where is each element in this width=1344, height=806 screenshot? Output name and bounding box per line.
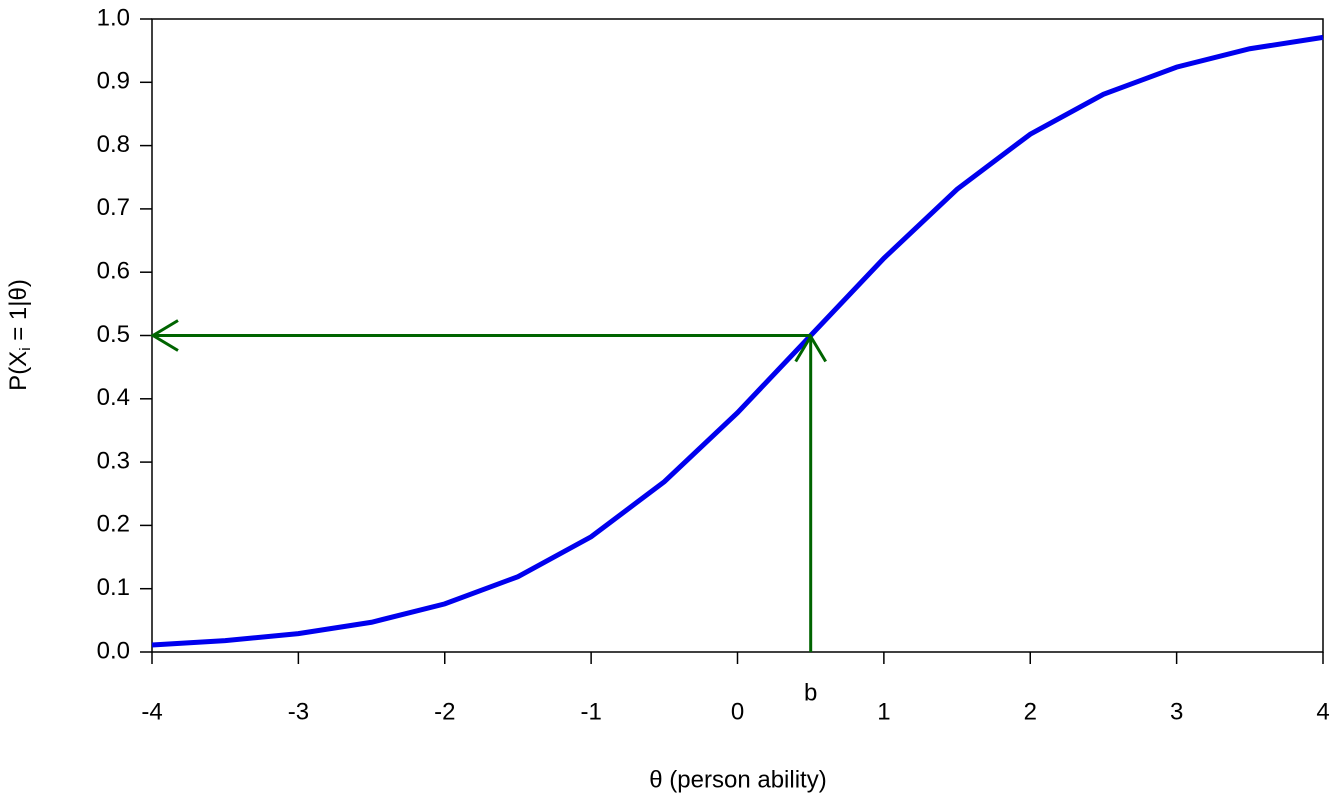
y-tick-label: 0.5 xyxy=(97,321,130,348)
y-tick-label: 0.6 xyxy=(97,258,130,285)
x-tick-label: -4 xyxy=(141,698,162,725)
y-tick-label: 0.1 xyxy=(97,574,130,601)
arrowhead-left xyxy=(150,319,179,352)
y-tick-label: 0.2 xyxy=(97,511,130,538)
y-tick-label: 0.4 xyxy=(97,384,130,411)
y-label-part: P(X xyxy=(5,351,32,391)
x-tick-label: -3 xyxy=(288,698,309,725)
y-tick-label: 0.7 xyxy=(97,194,130,221)
annotation-label: b xyxy=(804,679,817,706)
y-label-subscript: i xyxy=(17,347,34,350)
x-tick-label: -1 xyxy=(580,698,601,725)
curve xyxy=(151,34,1324,648)
arrowhead-up xyxy=(794,333,827,363)
x-tick-label: -2 xyxy=(434,698,455,725)
y-axis-label: P(Xi = 1|θ) xyxy=(5,279,34,391)
y-tick-label: 0.8 xyxy=(97,131,130,158)
x-tick-label: 2 xyxy=(1024,698,1037,725)
x-tick-label: 3 xyxy=(1170,698,1183,725)
x-tick-label: 1 xyxy=(877,698,890,725)
x-tick-label: 0 xyxy=(731,698,744,725)
y-label-part: = 1|θ) xyxy=(5,279,32,347)
y-tick-label: 0.0 xyxy=(97,637,130,664)
x-tick-label: 4 xyxy=(1316,698,1329,725)
y-tick-label: 1.0 xyxy=(97,4,130,31)
x-axis-label: θ (person ability) xyxy=(649,766,826,793)
y-tick-label: 0.3 xyxy=(97,447,130,474)
y-tick-label: 0.9 xyxy=(97,68,130,95)
